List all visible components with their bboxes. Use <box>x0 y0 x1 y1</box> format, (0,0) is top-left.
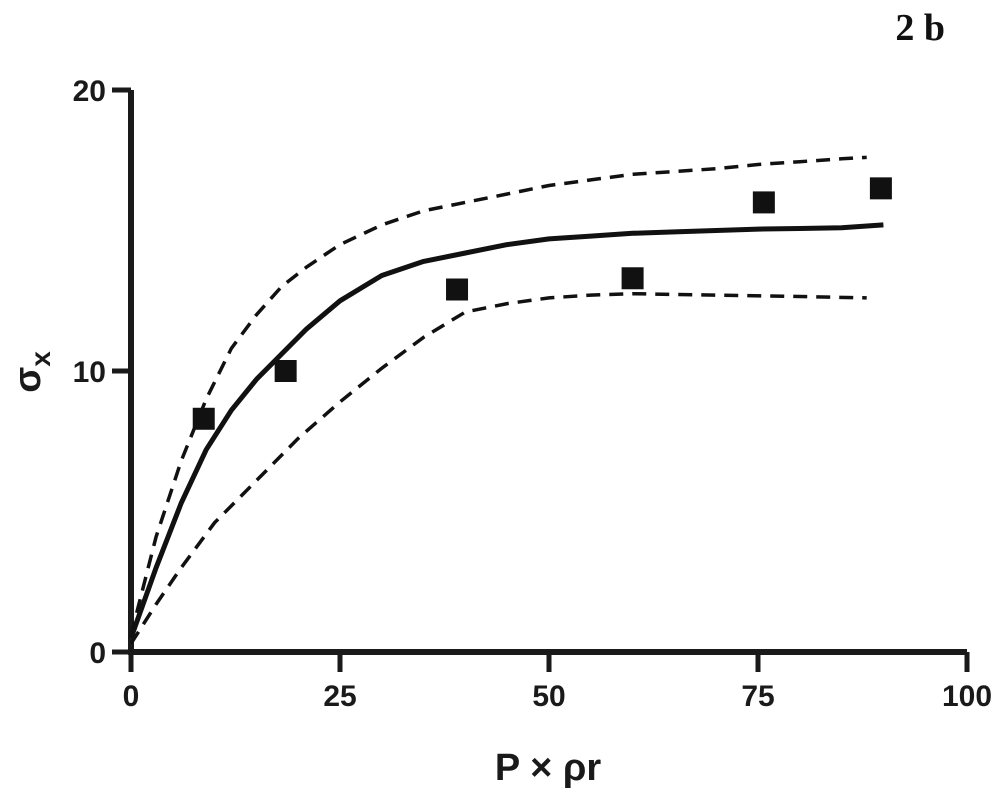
x-tick-label: 100 <box>942 680 992 713</box>
data-points <box>192 177 892 430</box>
fit-curve <box>128 222 884 639</box>
x-tick-label: 0 <box>123 680 140 713</box>
panel-label: 2 b <box>895 7 945 49</box>
y-axis-label-sub: x <box>25 351 56 367</box>
y-axis-label: σx <box>7 351 56 393</box>
x-tick-label: 75 <box>741 680 774 713</box>
y-tick-label: 10 <box>73 356 106 389</box>
data-point-marker <box>446 278 469 301</box>
x-axis-label: P × ρr <box>495 747 601 789</box>
confidence-bands <box>129 155 867 645</box>
y-tick-label: 0 <box>89 637 106 670</box>
data-point-marker <box>274 360 297 382</box>
y-axis-ticks: 0 10 20 <box>73 75 131 670</box>
y-axis-label-main: σ <box>7 367 49 393</box>
confidence-band-lower <box>129 291 867 645</box>
y-tick-label: 20 <box>73 75 106 108</box>
confidence-band-upper <box>129 155 867 636</box>
x-tick-label: 50 <box>532 680 565 713</box>
data-point-marker <box>869 177 892 200</box>
data-point-marker <box>621 267 644 290</box>
data-point-marker <box>752 191 775 214</box>
x-tick-label: 25 <box>323 680 356 713</box>
data-point-marker <box>192 407 215 430</box>
x-axis-ticks: 0 25 50 75 100 <box>123 652 992 713</box>
fit-curve-group <box>128 222 884 639</box>
